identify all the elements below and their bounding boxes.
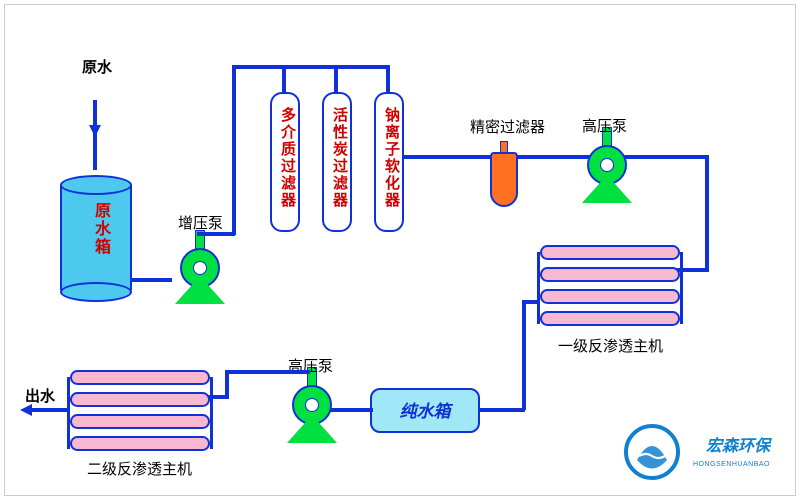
hp-pump2-center — [305, 398, 319, 412]
ro1-manifold-r — [680, 252, 683, 324]
pipe-top-header — [232, 65, 388, 69]
arrow-inlet — [89, 125, 101, 137]
raw-tank-top — [60, 175, 132, 195]
pipe-booster-h — [197, 232, 235, 236]
multi-media-label: 多介质过滤器 — [277, 107, 298, 209]
booster-pump-label: 增压泵 — [178, 212, 223, 233]
pure-tank: 纯水箱 — [370, 388, 480, 433]
ro2-manifold-l — [67, 377, 70, 449]
ro2-tube1 — [70, 370, 210, 385]
ro1-label: 一级反渗透主机 — [558, 335, 663, 356]
carbon-label: 活性炭过滤器 — [329, 107, 350, 209]
hp-pump1-label: 高压泵 — [582, 115, 627, 136]
ro1-tube4 — [540, 311, 680, 326]
ro2-label: 二级反渗透主机 — [87, 458, 192, 479]
pipe-hp2-h — [225, 370, 310, 374]
hp-pump1-base — [582, 175, 632, 203]
pipe-outlet — [30, 408, 70, 412]
pipe-drop-col3 — [386, 65, 390, 95]
ro2-tube4 — [70, 436, 210, 451]
ro2-tube3 — [70, 414, 210, 429]
ro1-tube1 — [540, 245, 680, 260]
logo-sub: HONGSENHUANBAO — [693, 461, 770, 468]
raw-tank-bottom — [60, 282, 132, 302]
pipe-hp1-down — [705, 155, 709, 270]
precision-filter — [490, 152, 518, 207]
logo-brand: 宏森环保 — [706, 432, 770, 456]
precision-label: 精密过滤器 — [470, 116, 545, 137]
pipe-drop-col1 — [282, 65, 286, 95]
ro1-tube3 — [540, 289, 680, 304]
ro1-tube2 — [540, 267, 680, 282]
pipe-ro1-out-v — [522, 300, 526, 410]
hp-pump1-center — [600, 158, 614, 172]
logo-icon — [622, 422, 682, 482]
pipe-ro1-to-pure — [475, 408, 525, 412]
pipe-pure-hp2 — [327, 408, 373, 412]
ro2-tube2 — [70, 392, 210, 407]
ro1-manifold-l — [537, 252, 540, 324]
ro2-manifold-r — [210, 377, 213, 449]
booster-pump-base — [175, 276, 225, 304]
pipe-hp2-v — [225, 370, 229, 398]
pipe-tank-booster — [132, 278, 172, 282]
outlet-label: 出水 — [25, 385, 55, 406]
booster-pump-center — [193, 261, 207, 275]
raw-water-label: 原水 — [82, 56, 112, 77]
raw-tank-label: 原水箱 — [88, 202, 112, 256]
hp-pump2-base — [287, 415, 337, 443]
pipe-booster-v — [232, 65, 236, 235]
softener-label: 钠离子软化器 — [381, 107, 402, 209]
pipe-drop-col2 — [334, 65, 338, 95]
pipe-columns-right — [404, 155, 709, 159]
